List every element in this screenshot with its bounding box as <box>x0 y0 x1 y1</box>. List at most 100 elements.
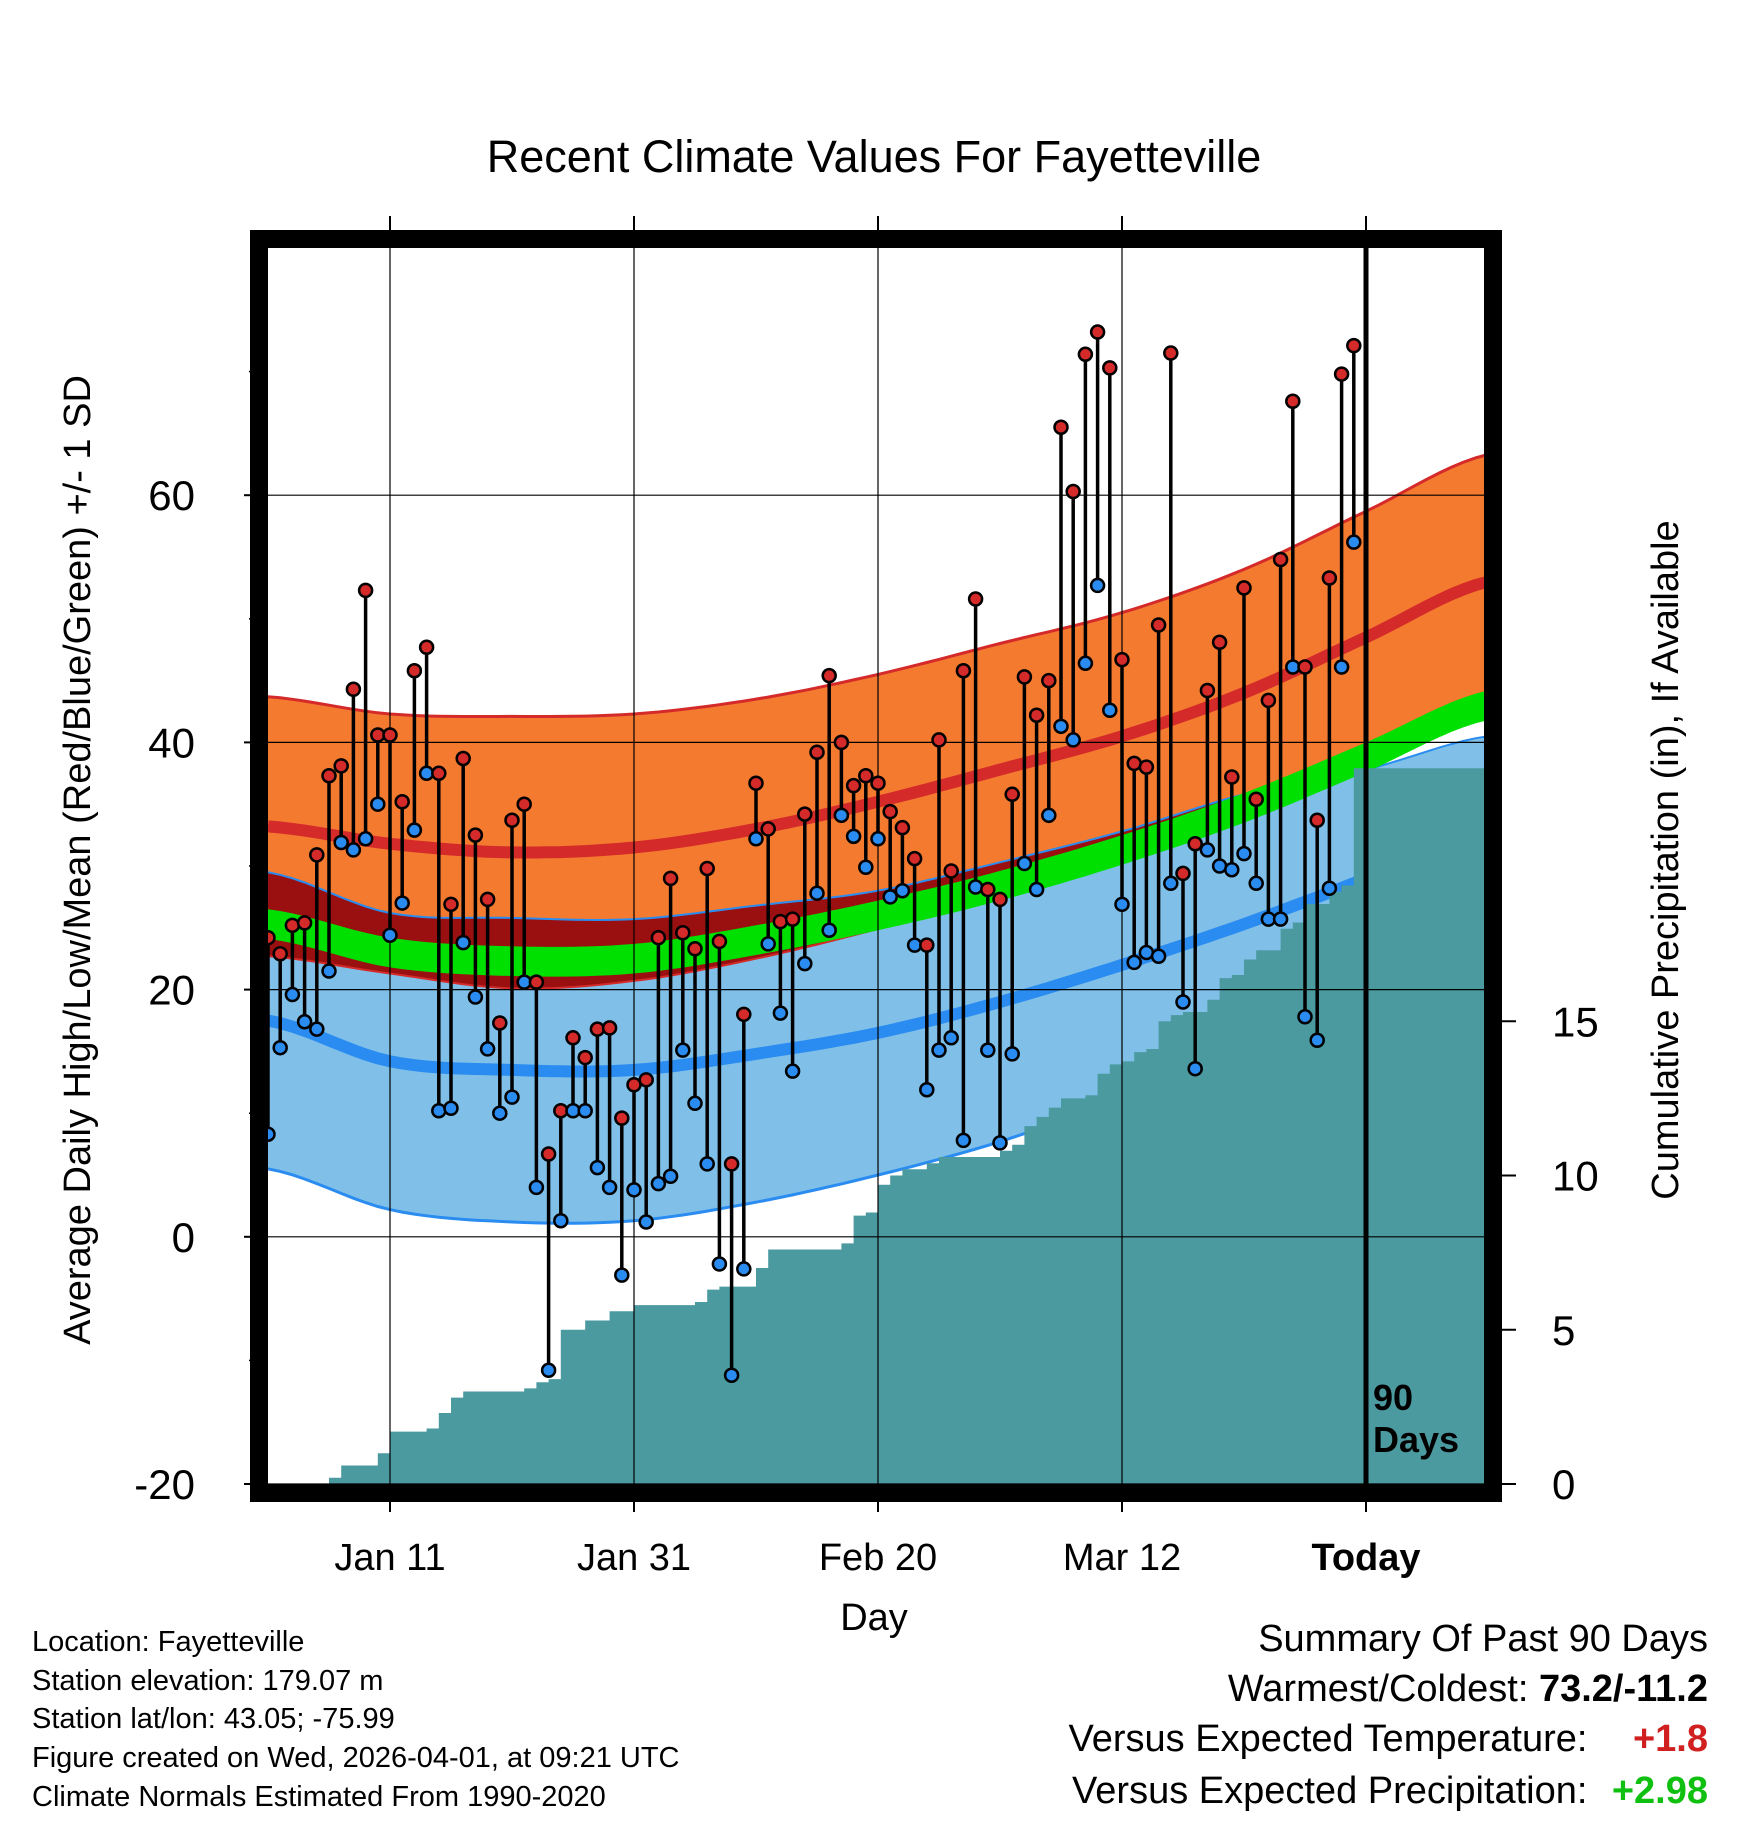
obs-high-dot <box>699 860 715 877</box>
obs-high-dot <box>577 1049 593 1066</box>
y-tick-label: 40 <box>148 719 195 766</box>
obs-high-dot <box>394 793 410 810</box>
obs-low-dot <box>638 1214 654 1230</box>
obs-low-dot <box>931 1042 947 1058</box>
y2-axis-label: Cumulative Precipitation (in), If Availa… <box>1645 520 1687 1199</box>
obs-high-dot <box>980 881 996 898</box>
obs-low-dot <box>955 1132 972 1149</box>
obs-low-dot <box>540 1362 557 1379</box>
obs-low-dot <box>748 831 764 847</box>
y-axis-label: Average Daily High/Low/Mean (Red/Blue/Gr… <box>57 375 99 1345</box>
obs-high-dot <box>1333 366 1350 382</box>
obs-low-dot <box>1065 732 1081 748</box>
obs-high-dot <box>467 827 484 843</box>
obs-high-dot <box>882 803 898 820</box>
obs-low-dot <box>772 1005 789 1021</box>
summary-warmest: Warmest/Coldest: 73.2/-11.2 <box>1228 1668 1708 1711</box>
obs-low-dot <box>1114 896 1130 913</box>
obs-low-dot <box>650 1175 667 1192</box>
obs-high-dot <box>1004 786 1020 803</box>
obs-high-dot <box>528 974 545 990</box>
obs-high-dot <box>1346 337 1362 354</box>
summary-temp: Versus Expected Temperature: +1.8 <box>1069 1718 1708 1761</box>
obs-high-dot <box>345 681 362 698</box>
obs-high-dot <box>1016 669 1033 685</box>
obs-low-dot <box>345 842 362 858</box>
obs-high-dot <box>1272 551 1289 568</box>
obs-high-dot <box>955 662 972 679</box>
obs-low-dot <box>1175 994 1191 1010</box>
obs-high-dot <box>906 850 923 867</box>
obs-high-dot <box>455 750 471 767</box>
obs-low-dot <box>723 1367 740 1383</box>
x-tick-label: Jan 31 <box>577 1537 691 1579</box>
obs-high-dot <box>1114 651 1130 668</box>
obs-high-dot <box>601 1020 618 1036</box>
obs-low-dot <box>406 822 423 838</box>
obs-low-dot <box>626 1182 642 1198</box>
obs-low-dot <box>699 1156 715 1172</box>
obs-high-dot <box>1028 707 1045 723</box>
summary-precip-label: Versus Expected Precipitation: <box>1072 1770 1588 1812</box>
obs-high-dot <box>723 1156 740 1172</box>
info-normals: Climate Normals Estimated From 1990-2020 <box>32 1781 606 1813</box>
today-label-line2: Days <box>1373 1419 1459 1460</box>
obs-low-dot <box>882 889 898 905</box>
obs-high-dot <box>638 1072 654 1088</box>
precip-area <box>329 768 1484 1484</box>
obs-low-dot <box>1016 855 1033 872</box>
obs-low-dot <box>357 831 374 847</box>
obs-high-dot <box>650 929 667 946</box>
obs-high-dot <box>784 911 801 927</box>
obs-low-dot <box>1321 880 1338 896</box>
obs-high-dot <box>1199 682 1216 699</box>
obs-low-dot <box>1163 875 1179 892</box>
obs-high-dot <box>1321 570 1338 586</box>
obs-high-dot <box>967 591 984 607</box>
obs-low-dot <box>614 1267 630 1283</box>
obs-high-dot <box>1138 759 1155 775</box>
x-axis-label: Day <box>840 1597 908 1639</box>
obs-high-dot <box>1309 812 1325 829</box>
obs-high-dot <box>894 819 911 836</box>
obs-high-dot <box>1248 791 1264 808</box>
obs-low-dot <box>1187 1060 1203 1077</box>
obs-high-dot <box>492 1015 508 1031</box>
obs-high-dot <box>858 768 874 784</box>
obs-high-dot <box>1175 865 1191 882</box>
obs-low-dot <box>1199 842 1216 858</box>
obs-low-dot <box>1028 881 1045 898</box>
obs-high-dot <box>870 775 886 791</box>
y2-tick-label: 15 <box>1552 998 1599 1045</box>
obs-high-dot <box>1297 659 1313 675</box>
obs-high-dot <box>431 765 447 782</box>
obs-low-dot <box>1224 861 1240 878</box>
obs-low-dot <box>321 963 337 979</box>
obs-low-dot <box>455 934 471 951</box>
obs-high-dot <box>1187 836 1203 852</box>
obs-high-dot <box>1102 360 1118 376</box>
obs-low-dot <box>589 1159 606 1176</box>
obs-low-dot <box>736 1261 752 1277</box>
info-elevation: Station elevation: 179.07 m <box>32 1665 384 1697</box>
obs-high-dot <box>309 847 325 863</box>
info-created: Figure created on Wed, 2026-04-01, at 09… <box>32 1742 680 1774</box>
x-tick-label: Mar 12 <box>1063 1537 1181 1579</box>
summary-precip: Versus Expected Precipitation: +2.98 <box>1072 1770 1708 1813</box>
y-tick-label: -20 <box>134 1461 195 1508</box>
obs-low-dot <box>662 1168 679 1184</box>
obs-high-dot <box>1224 769 1240 785</box>
obs-high-dot <box>1053 419 1069 435</box>
obs-high-dot <box>845 777 862 794</box>
obs-high-dot <box>357 582 374 599</box>
obs-low-dot <box>296 1013 313 1030</box>
obs-high-dot <box>565 1030 581 1046</box>
info-location: Location: Fayetteville <box>32 1626 305 1658</box>
obs-low-dot <box>797 955 813 972</box>
summary-warmest-value: 73.2/-11.2 <box>1538 1668 1708 1710</box>
obs-low-dot <box>1150 948 1167 964</box>
obs-low-dot <box>528 1179 545 1196</box>
obs-high-dot <box>760 821 776 837</box>
obs-low-dot <box>919 1081 935 1098</box>
